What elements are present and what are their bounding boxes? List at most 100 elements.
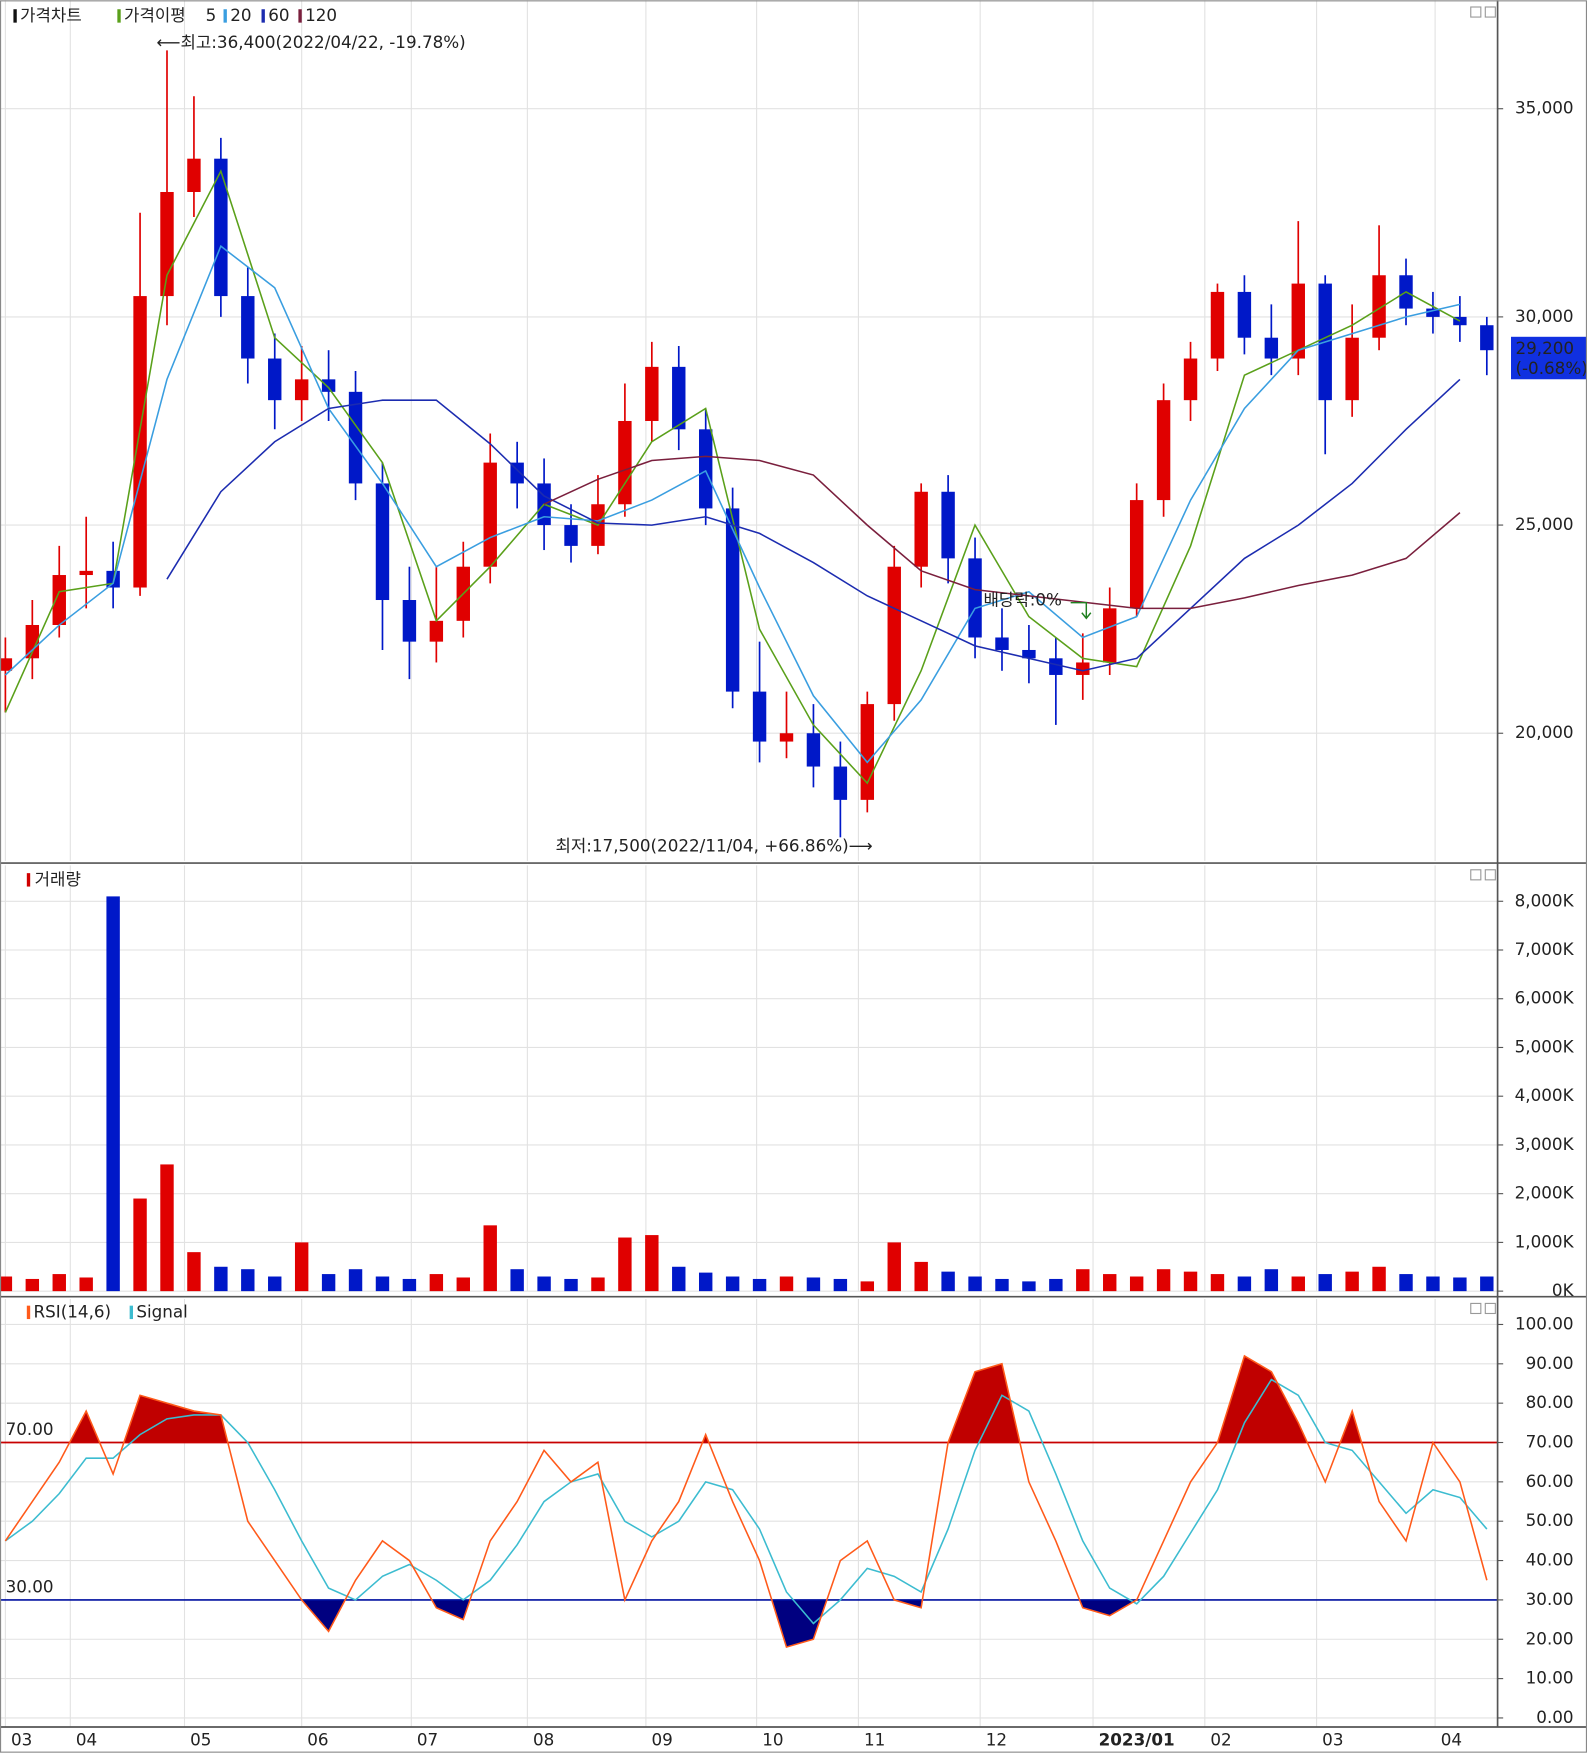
candle-body: [25, 624, 40, 659]
candle-body: [510, 462, 524, 484]
x-tick-label: 04: [76, 1729, 97, 1749]
close-button[interactable]: [1484, 6, 1496, 18]
volume-bar: [348, 1269, 363, 1292]
candle-body: [887, 566, 901, 705]
current-price: 29,200: [1515, 338, 1574, 358]
candle-body: [779, 733, 794, 742]
candle-body: [1372, 275, 1386, 338]
legend-marker: [117, 9, 121, 23]
y-tick-label: 5,000K: [1515, 1036, 1575, 1056]
candle-body: [564, 525, 578, 546]
legend-entry: 120: [305, 5, 337, 25]
legend-marker: [13, 9, 17, 23]
window-buttons[interactable]: [1470, 6, 1496, 1315]
y-tick-label: 50.00: [1526, 1510, 1574, 1530]
candle-body: [806, 733, 821, 767]
candle-body: [995, 637, 1009, 650]
candle-body: [1480, 325, 1494, 351]
volume-bar: [429, 1274, 444, 1292]
legend-marker: [261, 9, 265, 23]
dividend-note: 배당락:0%: [983, 589, 1061, 609]
y-tick-label: 0K: [1552, 1280, 1575, 1300]
volume-bar: [52, 1274, 66, 1292]
x-tick-label: 04: [1441, 1729, 1462, 1749]
legend-marker: [129, 1305, 133, 1320]
volume-bar: [0, 1276, 13, 1292]
volume-bar: [402, 1278, 417, 1292]
volume-bar: [133, 1198, 147, 1292]
volume-bar: [725, 1276, 740, 1292]
volume-bar: [214, 1266, 228, 1292]
minimize-button[interactable]: [1470, 869, 1482, 881]
candle-body: [645, 366, 659, 421]
candle-body: [321, 379, 336, 392]
candle-body: [0, 658, 13, 671]
y-tick-label: 25,000: [1515, 514, 1574, 534]
volume-bar: [321, 1274, 336, 1292]
overbought-fill: [5, 1355, 1487, 1443]
volume-bar: [645, 1235, 659, 1292]
volume-bar: [456, 1277, 470, 1292]
y-tick-label: 2,000K: [1515, 1183, 1575, 1203]
candle-body: [1345, 337, 1359, 401]
x-tick-label: 10: [762, 1729, 783, 1749]
minimize-button[interactable]: [1470, 6, 1482, 18]
candle-body: [698, 429, 713, 509]
volume-bar: [483, 1225, 497, 1292]
volume-bar: [537, 1276, 551, 1292]
panel-title: 거래량: [35, 869, 81, 889]
legend-title: 가격이평: [124, 5, 186, 25]
volume-bar: [968, 1276, 982, 1292]
candle-body: [752, 691, 767, 742]
candle-body: [187, 158, 201, 192]
volume-bar: [1022, 1281, 1036, 1292]
volume-bar: [160, 1164, 174, 1292]
volume-bar: [1049, 1278, 1063, 1292]
volume-bar: [806, 1277, 821, 1292]
candle-body: [914, 491, 928, 567]
candle-body: [79, 570, 93, 576]
y-tick-label: 60.00: [1526, 1471, 1574, 1491]
x-tick-label: 07: [417, 1729, 438, 1749]
legend-entry: 60: [268, 5, 289, 25]
level-label: 70.00: [6, 1419, 54, 1439]
candle-body: [1156, 400, 1171, 501]
volume-bar: [1264, 1269, 1279, 1292]
close-button[interactable]: [1484, 869, 1496, 881]
volume-bar: [591, 1277, 605, 1292]
volume-bar: [510, 1269, 524, 1292]
candle-body: [214, 158, 228, 297]
close-button[interactable]: [1484, 1302, 1496, 1315]
y-tick-label: 70.00: [1526, 1432, 1574, 1452]
candle-body: [1103, 608, 1117, 663]
text-layer: 03 04 05 06 07 08 09 10 11 12 2023/01 02 03 04 20,000 2…: [6, 5, 1587, 1749]
y-tick-label: 100.00: [1515, 1313, 1574, 1333]
volume-bar: [833, 1278, 848, 1292]
volume-bar: [106, 896, 120, 1292]
x-tick-label: 2023/01: [1099, 1729, 1175, 1749]
candle-body: [1022, 649, 1036, 659]
volume-bar: [241, 1269, 255, 1292]
candle-body: [241, 296, 255, 359]
candle-body: [402, 600, 417, 642]
y-tick-label: 20.00: [1526, 1628, 1574, 1648]
volume-bar: [1076, 1269, 1090, 1292]
minimize-button[interactable]: [1470, 1302, 1482, 1315]
candle-body: [1210, 291, 1225, 359]
candle-body: [1291, 283, 1305, 359]
candle-body: [483, 462, 497, 567]
legend-entry: RSI(14,6): [34, 1301, 112, 1321]
x-tick-label: 12: [986, 1729, 1007, 1749]
y-tick-label: 8,000K: [1515, 890, 1575, 910]
volume-bar: [1399, 1274, 1413, 1292]
y-tick-label: 10.00: [1526, 1668, 1574, 1688]
volume-bar: [1156, 1269, 1171, 1292]
x-tick-label: 03: [1322, 1729, 1343, 1749]
volume-bar: [1103, 1274, 1117, 1292]
volume-bar: [268, 1276, 282, 1292]
legend-entry: 5: [206, 5, 217, 25]
x-tick-label: 05: [190, 1729, 211, 1749]
volume-bar: [1372, 1266, 1386, 1292]
